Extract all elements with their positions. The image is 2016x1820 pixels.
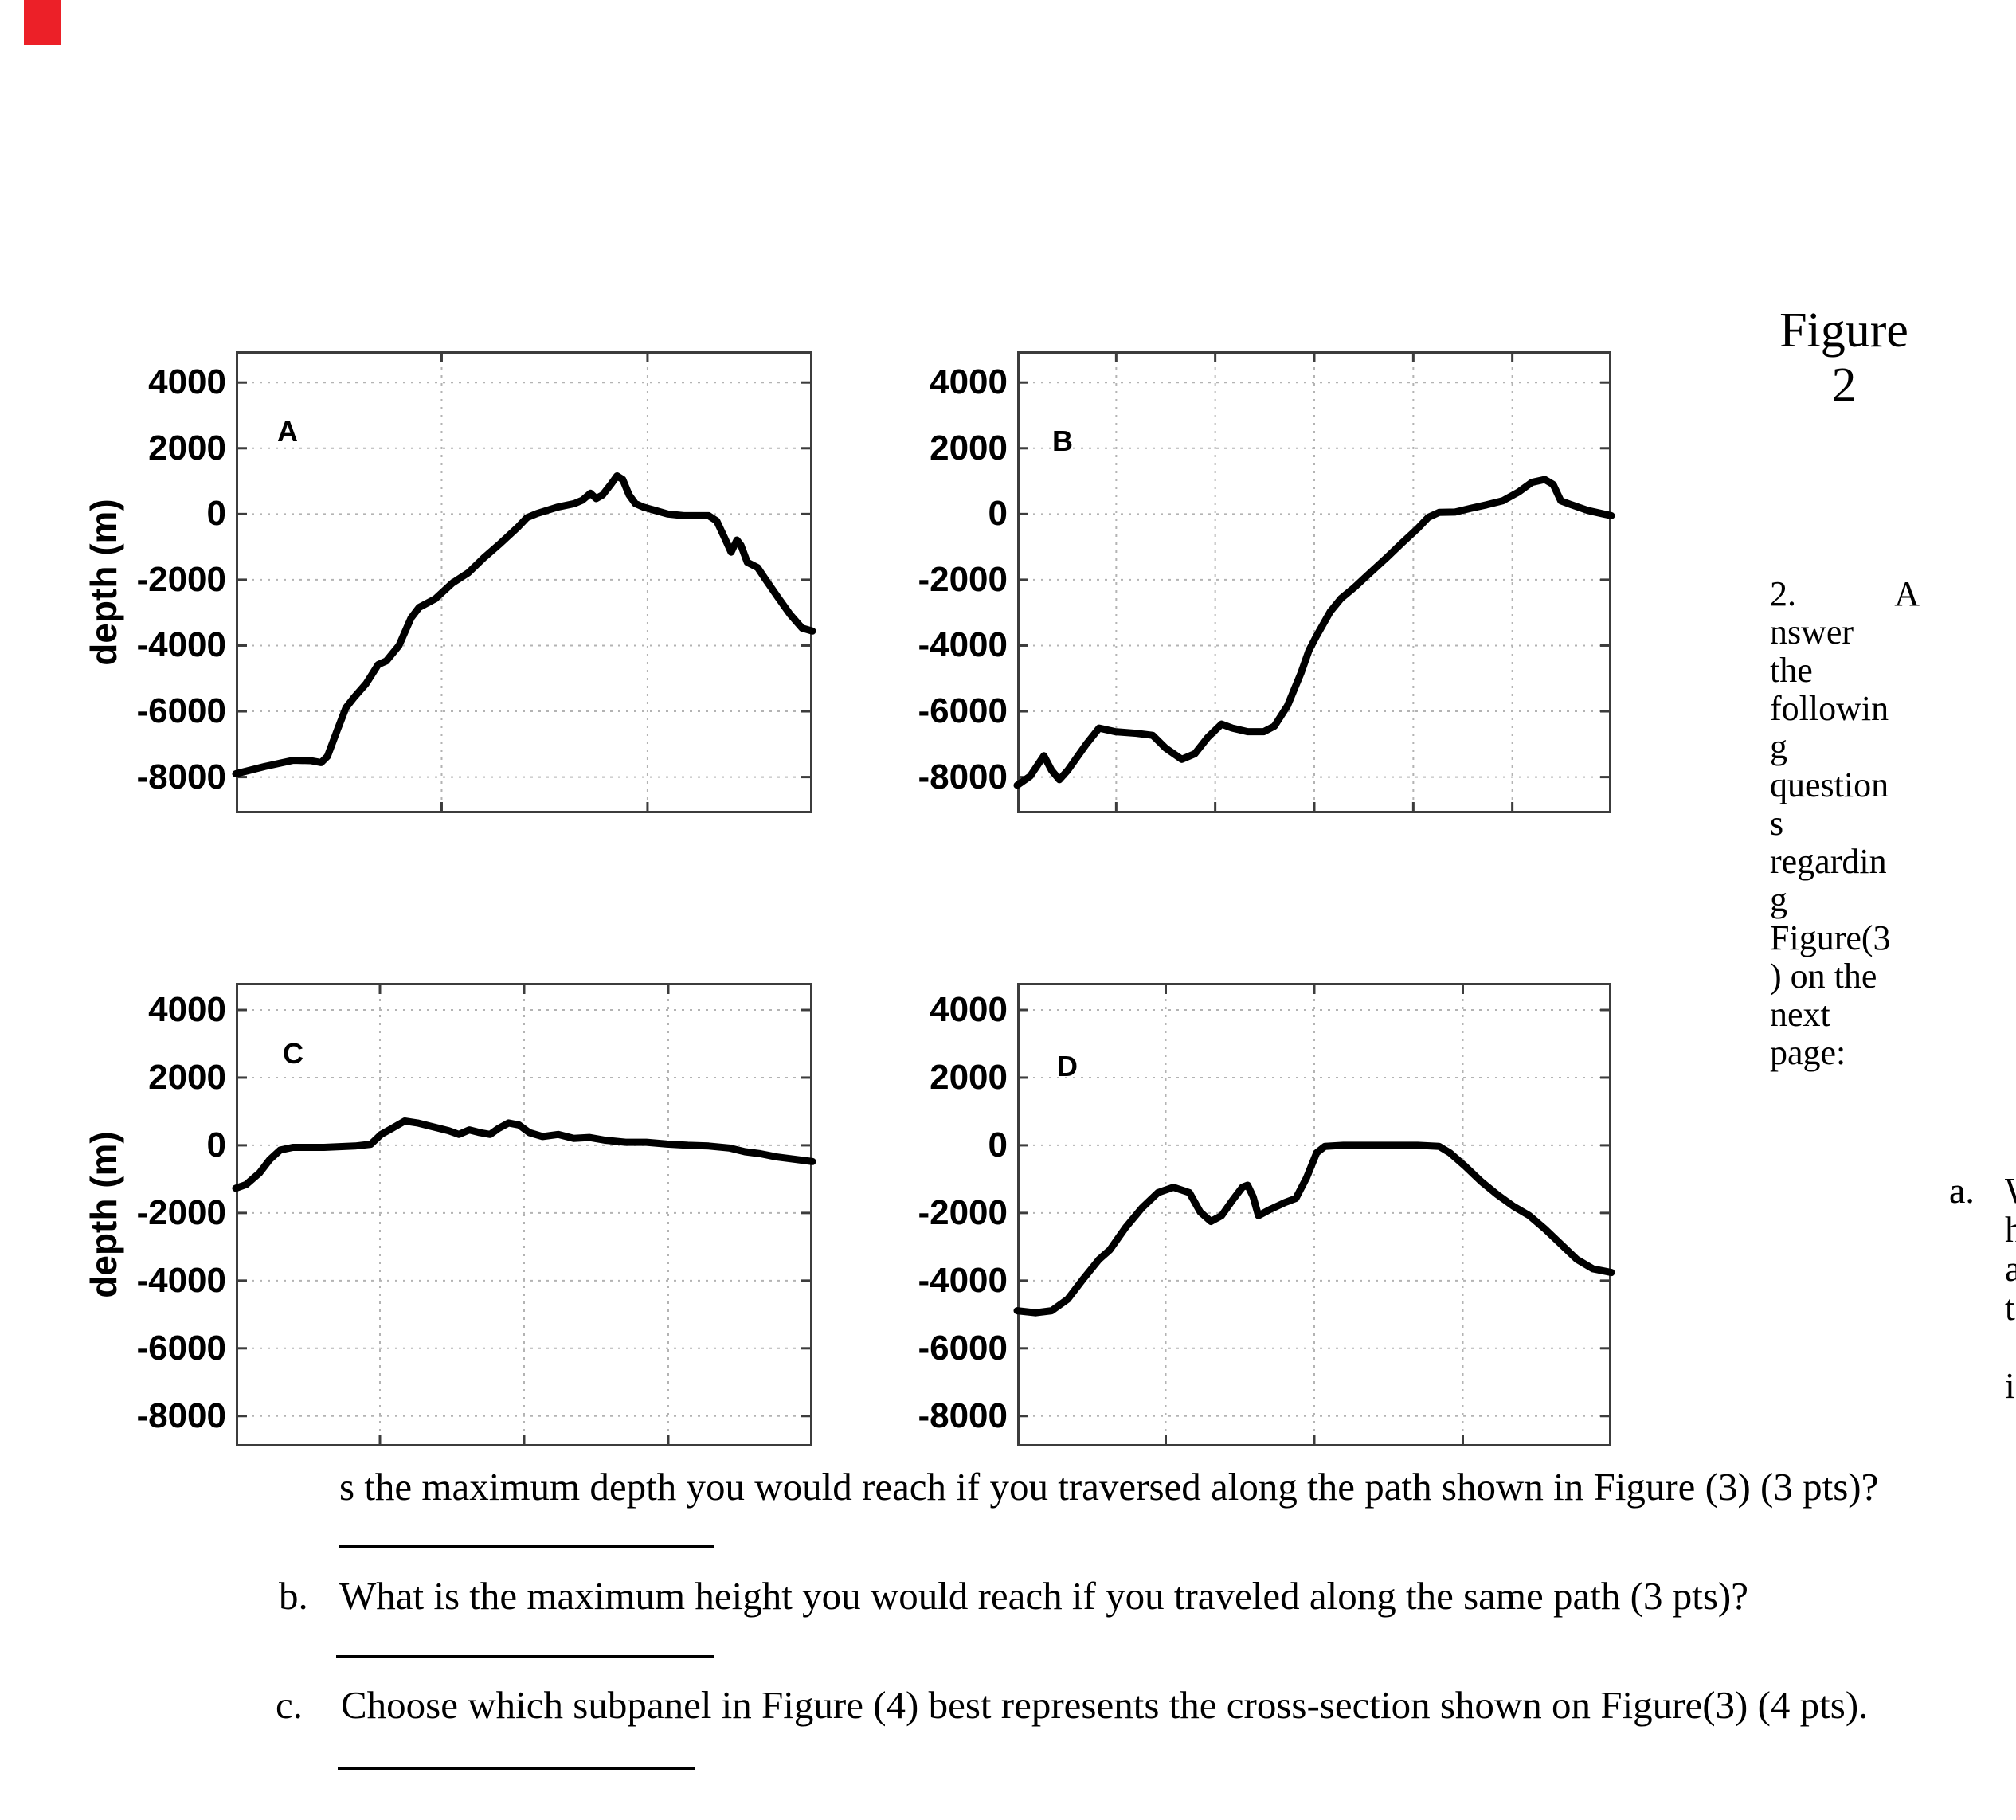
y-tick-label-C: -8000 (136, 1395, 226, 1435)
y-tick-label-C: -2000 (136, 1192, 226, 1232)
clipped-letter: W (2005, 1171, 2016, 1210)
question-2-first-letter: A (1894, 574, 1920, 613)
question-2-intro-line: Figure(3 (1770, 918, 1891, 957)
question-2-intro-first-line: 2. A (1770, 575, 1920, 613)
y-tick-label-B: -8000 (918, 757, 1008, 796)
question-a-continuation: s the maximum depth you would reach if y… (339, 1465, 1879, 1509)
question-2-intro-line: s (1770, 804, 1784, 843)
depth-profile-panel-B: 4000 2000 0 -2000 -4000 -6000 -8000 B (918, 351, 1615, 813)
y-tick-label-B: 2000 (930, 428, 1008, 468)
clipped-letter: t (2005, 1287, 2015, 1328)
y-tick-label-D: -4000 (918, 1260, 1008, 1300)
y-tick-label-D: -6000 (918, 1328, 1008, 1368)
y-tick-label-A: 4000 (148, 362, 226, 402)
question-2-intro: 2. A nswer the followin g question s regardin g… (1770, 575, 1920, 1072)
question-2-number: 2. (1770, 574, 1796, 613)
y-tick-label-B: -2000 (918, 559, 1008, 599)
question-2-intro-line: next (1770, 995, 1830, 1034)
depth-profile-panel-D: 4000 2000 0 -2000 -4000 -6000 -8000 D (918, 983, 1615, 1446)
question-2-intro-line: ) on the (1770, 957, 1877, 996)
y-tick-label-D: -2000 (918, 1192, 1008, 1232)
y-tick-label-D: 2000 (930, 1057, 1008, 1097)
depth-profile-curve-B (1013, 476, 1615, 789)
question-b-marker: b. (279, 1574, 308, 1618)
y-tick-label-C: 2000 (148, 1057, 226, 1097)
question-2-intro-line: nswer (1770, 613, 1854, 652)
figure-2-caption: Figure 2 (1754, 304, 1934, 414)
depth-profile-curve-A (232, 472, 816, 777)
panel-letter-C: C (283, 1037, 303, 1070)
y-tick-label-A: -2000 (136, 559, 226, 599)
y-tick-label-D: 0 (988, 1125, 1008, 1164)
question-c-marker: c. (276, 1683, 303, 1727)
question-2-intro-wrapped-lines: nswer the followin g question s regardin g Figur… (1770, 613, 1920, 1072)
depth-profile-curve-C (232, 1117, 816, 1192)
answer-blank-a (339, 1545, 714, 1548)
clipped-letter: a (2005, 1248, 2016, 1289)
question-c-text: Choose which subpanel in Figure (4) best… (341, 1683, 1869, 1727)
question-2-intro-line: page: (1770, 1033, 1846, 1072)
clipped-letter: h (2005, 1209, 2016, 1250)
panel-letter-A: A (277, 415, 298, 448)
question-2-intro-line: g (1770, 880, 1787, 919)
question-2-intro-line: followin (1770, 689, 1889, 728)
y-tick-label-D: -8000 (918, 1395, 1008, 1435)
figure-caption-word: Figure (1779, 303, 1908, 358)
answer-blank-c (338, 1767, 695, 1770)
question-2-intro-line: the (1770, 651, 1813, 690)
question-2-intro-line: regardin (1770, 842, 1887, 881)
y-tick-label-A: -8000 (136, 757, 226, 796)
red-margin-marker (24, 0, 61, 45)
y-tick-label-A: 0 (206, 494, 226, 534)
y-tick-label-B: -4000 (918, 625, 1008, 665)
answer-blank-b (336, 1655, 714, 1658)
y-tick-label-A: -6000 (136, 691, 226, 731)
y-tick-label-B: 4000 (930, 362, 1008, 402)
clipped-letter (2005, 1327, 2016, 1366)
clipped-letter: i (2005, 1365, 2015, 1406)
y-tick-label-A: 2000 (148, 428, 226, 468)
figure-caption-number: 2 (1831, 358, 1857, 413)
y-tick-label-C: -4000 (136, 1260, 226, 1300)
y-axis-label-C: depth (m) (83, 1131, 124, 1298)
y-axis-label-A: depth (m) (83, 499, 124, 666)
panel-letter-D: D (1057, 1050, 1078, 1082)
panel-letter-B: B (1052, 425, 1073, 457)
y-tick-label-B: 0 (988, 494, 1008, 534)
question-a-marker: a. (1949, 1170, 1975, 1211)
y-tick-label-C: -6000 (136, 1328, 226, 1368)
y-tick-label-D: 4000 (930, 989, 1008, 1029)
y-tick-label-C: 0 (206, 1125, 226, 1164)
question-2-intro-line: question (1770, 765, 1889, 804)
y-tick-label-C: 4000 (148, 989, 226, 1029)
question-b-text: What is the maximum height you would rea… (339, 1574, 1748, 1618)
y-tick-label-A: -4000 (136, 625, 226, 665)
depth-profile-curve-D (1013, 1141, 1615, 1317)
y-tick-label-B: -6000 (918, 691, 1008, 731)
question-2-intro-line: g (1770, 727, 1787, 766)
